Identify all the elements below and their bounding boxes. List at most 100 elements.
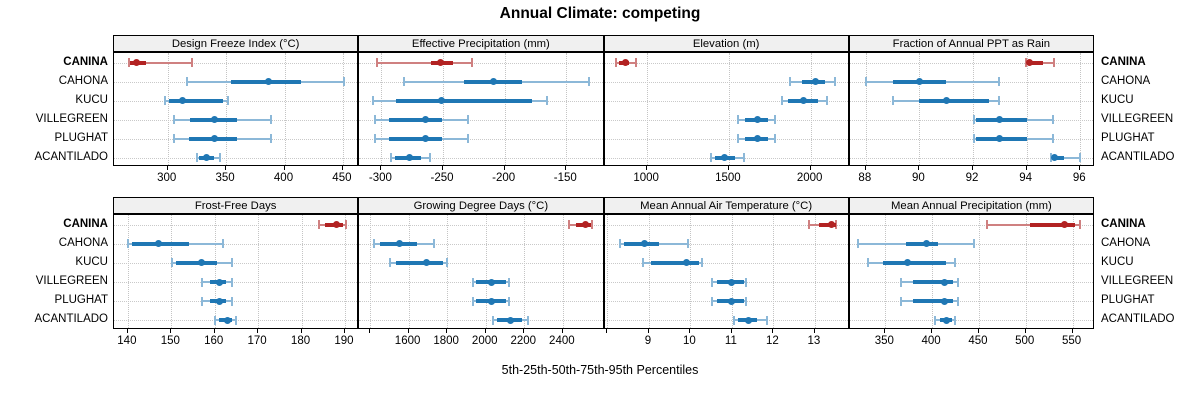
- whisker-cap-5th: [471, 296, 474, 306]
- percentile-bar-25-75: [1026, 60, 1043, 65]
- whisker-cap-5th: [373, 115, 376, 124]
- whisker-cap-95th: [190, 58, 193, 67]
- percentile-bar-25-75: [883, 260, 947, 265]
- median-dot: [224, 316, 232, 324]
- whisker-cap-5th: [403, 77, 406, 86]
- row-guide-line: [604, 320, 848, 322]
- row-label-right: CANINA: [1101, 55, 1146, 68]
- row-label-right: CAHONA: [1101, 74, 1151, 87]
- gridline: [885, 215, 887, 328]
- whisker-cap-95th: [234, 315, 237, 325]
- axis-tick: [341, 166, 343, 170]
- axis-tick-label: -200: [492, 172, 516, 184]
- axis-tick: [1071, 329, 1073, 333]
- gridline: [731, 215, 733, 328]
- axis-tick-label: 1800: [433, 335, 459, 347]
- row-guide-line: [359, 243, 603, 245]
- whisker-cap-5th: [1024, 58, 1027, 67]
- row-label-left: ACANTILADO: [34, 313, 109, 326]
- whisker-cap-5th: [808, 220, 811, 230]
- median-dot: [507, 316, 515, 324]
- axis-tick-label: 1600: [394, 335, 421, 347]
- whisker-cap-95th: [591, 220, 594, 230]
- row-guide-line: [359, 62, 603, 64]
- median-dot: [720, 154, 728, 161]
- whisker-cap-95th: [433, 239, 436, 249]
- median-dot: [202, 154, 210, 161]
- percentile-whisker-5-95: [376, 61, 473, 64]
- row-guide-line: [604, 100, 848, 102]
- gridline: [171, 215, 173, 328]
- median-dot: [490, 78, 498, 85]
- row-label-left: PLUGHAT: [54, 294, 108, 307]
- median-dot: [132, 59, 140, 66]
- row-label-right: PLUGHAT: [1101, 131, 1155, 144]
- axis-tick: [257, 329, 259, 333]
- median-dot: [942, 97, 950, 104]
- panel: [603, 214, 849, 329]
- median-dot: [904, 259, 912, 267]
- whisker-cap-95th: [774, 134, 777, 143]
- median-dot: [438, 97, 446, 104]
- axis-tick-label: 2200: [510, 335, 537, 347]
- gridline: [258, 215, 260, 328]
- panel-strip-title: Mean Annual Precipitation (mm): [891, 199, 1052, 212]
- axis-tick: [1079, 166, 1081, 170]
- whisker-cap-95th: [230, 277, 233, 287]
- whisker-cap-5th: [318, 220, 321, 230]
- axis-tick: [864, 166, 866, 170]
- whisker-cap-5th: [388, 258, 391, 268]
- axis-tick-label: 2000: [471, 335, 498, 347]
- axis-tick-label: 88: [858, 172, 872, 184]
- whisker-cap-95th: [270, 134, 273, 143]
- axis-tick: [484, 329, 486, 333]
- axis-tick-label: 9: [644, 335, 652, 347]
- percentile-bar-25-75: [913, 299, 953, 304]
- median-dot: [1060, 221, 1068, 229]
- panel-strip-title: Growing Degree Days (°C): [413, 199, 549, 212]
- whisker-cap-5th: [372, 96, 375, 105]
- row-label-right: CAHONA: [1101, 236, 1151, 249]
- percentile-bar-25-75: [650, 260, 699, 265]
- row-guide-line: [849, 138, 1093, 140]
- median-dot: [582, 221, 590, 229]
- median-dot: [198, 259, 206, 267]
- gridline: [919, 53, 921, 165]
- gridline: [690, 215, 692, 328]
- row-label-right: KUCU: [1101, 255, 1134, 268]
- row-label-left: VILLEGREEN: [35, 275, 108, 288]
- median-dot: [423, 259, 431, 267]
- gridline: [1026, 53, 1028, 165]
- axis-tick: [166, 166, 168, 170]
- whisker-cap-95th: [954, 258, 957, 268]
- row-guide-line: [114, 100, 358, 102]
- axis-tick: [369, 329, 371, 333]
- gridline: [524, 215, 526, 328]
- axis-tick: [1025, 166, 1027, 170]
- whisker-cap-95th: [1051, 134, 1054, 143]
- median-dot: [437, 59, 445, 66]
- median-dot: [406, 154, 414, 161]
- axis-tick-label: 2000: [796, 172, 823, 184]
- whisker-cap-5th: [972, 134, 975, 143]
- row-guide-line: [114, 243, 358, 245]
- axis-tick: [170, 329, 172, 333]
- row-guide-line: [849, 119, 1093, 121]
- median-dot: [210, 116, 218, 123]
- row-label-left: PLUGHAT: [54, 131, 108, 144]
- axis-caption: 5th-25th-50th-75th-95th Percentiles: [501, 363, 699, 377]
- panel-strip: Elevation (m): [603, 35, 849, 52]
- panel-strip: Effective Precipitation (mm): [358, 35, 604, 52]
- row-guide-line: [359, 224, 603, 226]
- row-guide-line: [114, 224, 358, 226]
- axis-tick-label: 1500: [715, 172, 741, 184]
- axis-tick: [446, 329, 448, 333]
- whisker-cap-95th: [835, 220, 838, 230]
- panel-strip: Mean Annual Air Temperature (°C): [603, 197, 849, 214]
- whisker-cap-5th: [710, 153, 713, 162]
- gridline: [566, 53, 568, 165]
- gridline: [814, 215, 816, 328]
- gridline: [226, 53, 228, 165]
- whisker-cap-95th: [634, 58, 637, 67]
- row-guide-line: [849, 224, 1093, 226]
